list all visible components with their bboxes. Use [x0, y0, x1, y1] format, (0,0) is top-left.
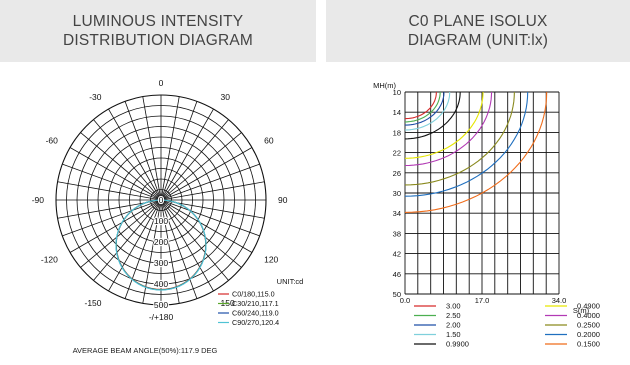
left-title-line-2: DISTRIBUTION DIAGRAM	[62, 32, 253, 49]
polar-angle-label: 30	[221, 92, 231, 102]
isolux-legend-label: 0.2500	[577, 321, 600, 330]
isolux-legend-label: 3.00	[446, 302, 461, 311]
isolux-legend-label: 0.9900	[446, 340, 469, 349]
isolux-x-axis-label: S(m)	[573, 306, 590, 315]
polar-spoke	[69, 147, 162, 201]
polar-radial-tick: 500	[154, 300, 168, 310]
isolux-y-tick: 14	[393, 108, 401, 117]
polar-angle-label: -120	[41, 255, 58, 265]
isolux-contour	[404, 91, 484, 159]
right-panel-header: C0 PLANE ISOLUX DIAGRAM (UNIT:lx)	[326, 0, 630, 62]
isolux-y-tick: 22	[393, 149, 401, 158]
isolux-y-tick: 42	[393, 250, 401, 259]
isolux-y-tick: 50	[393, 290, 401, 299]
polar-legend-label: C30/210,117.1	[232, 299, 279, 308]
isolux-y-tick: 18	[393, 128, 401, 137]
polar-radial-tick: 0	[159, 195, 164, 205]
isolux-contour	[404, 91, 451, 131]
luminous-intensity-polar-chart: -/+180-150 150-120 120-90 90-60 60-30 3000100…	[32, 78, 304, 355]
isolux-contour	[404, 91, 493, 167]
polar-angle-label: -60	[46, 136, 59, 146]
polar-spoke	[124, 101, 162, 201]
isolux-y-tick: 26	[393, 169, 401, 178]
polar-angle-label: -/+180	[149, 312, 174, 322]
polar-angle-label: 60	[264, 136, 274, 146]
isolux-y-tick: 38	[393, 229, 401, 238]
polar-spoke	[124, 199, 162, 299]
polar-radial-tick: 300	[154, 258, 168, 268]
polar-spoke	[108, 108, 162, 201]
left-title-line-1: LUMINOUS INTENSITY	[72, 13, 244, 30]
isolux-legend-label: 2.00	[446, 321, 461, 330]
polar-footnote: AVERAGE BEAM ANGLE(50%):117.9 DEG	[73, 346, 218, 355]
isolux-contour	[405, 91, 441, 123]
polar-spoke	[108, 199, 162, 292]
polar-spoke	[160, 96, 180, 201]
polar-spoke	[57, 181, 162, 201]
polar-spoke	[160, 199, 229, 281]
polar-angle-label: -150	[84, 298, 101, 308]
polar-legend-label: C90/270,120.4	[232, 318, 279, 327]
polar-spoke	[160, 132, 242, 201]
polar-spoke	[160, 163, 260, 201]
isolux-contour	[405, 91, 445, 126]
polar-radial-tick: 400	[154, 279, 168, 289]
isolux-contour	[404, 91, 548, 213]
isolux-legend-label: 0.1500	[577, 340, 600, 349]
polar-spoke	[160, 199, 260, 237]
isolux-x-tick: 0.0	[400, 296, 410, 305]
polar-spoke	[80, 199, 162, 268]
right-title-line-1: C0 PLANE ISOLUX	[408, 13, 548, 30]
isolux-legend-label: 0.4900	[577, 302, 600, 311]
polar-spoke	[160, 147, 253, 201]
polar-spoke	[160, 199, 214, 292]
polar-spoke	[62, 199, 162, 237]
polar-angle-label: -30	[89, 92, 102, 102]
polar-unit-label: UNIT:cd	[277, 277, 304, 286]
polar-spoke	[160, 119, 229, 201]
polar-spoke	[160, 199, 253, 253]
right-title-line-2: DIAGRAM (UNIT:lx)	[407, 32, 549, 49]
isolux-x-tick: 34.0	[552, 296, 567, 305]
isolux-y-tick: 46	[393, 270, 401, 279]
polar-spoke	[62, 163, 162, 201]
left-panel-header: LUMINOUS INTENSITY DISTRIBUTION DIAGRAM	[0, 0, 316, 62]
polar-spoke	[80, 132, 162, 201]
polar-spoke	[160, 101, 198, 201]
polar-spoke	[160, 108, 214, 201]
polar-radial-tick: 100	[154, 216, 168, 226]
polar-angle-label: 90	[278, 195, 288, 205]
polar-radial-tick: 200	[154, 237, 168, 247]
isolux-y-tick: 30	[393, 189, 401, 198]
polar-angle-label: 0	[159, 78, 164, 88]
isolux-legend-label: 1.50	[446, 330, 461, 339]
isolux-y-tick: 34	[393, 209, 401, 218]
isolux-chart: 10 14 18 22 26 30 34 38 42 46 50 MH(m) 0.0 17.0 34.0 S(…	[373, 81, 600, 349]
polar-spoke	[160, 199, 198, 299]
polar-legend-label: C60/240,119.0	[232, 309, 279, 318]
polar-spoke	[93, 199, 162, 281]
isolux-contour	[404, 91, 515, 186]
isolux-y-axis-label: MH(m)	[373, 81, 396, 90]
polar-spoke	[160, 199, 242, 268]
isolux-contour	[404, 91, 529, 197]
isolux-contour	[404, 91, 461, 140]
isolux-x-tick: 17.0	[475, 296, 490, 305]
isolux-y-tick: 10	[393, 88, 401, 97]
polar-spoke	[160, 181, 265, 201]
isolux-legend-label: 0.2000	[577, 330, 600, 339]
polar-angle-label: 120	[264, 255, 278, 265]
polar-series-curve	[115, 199, 207, 291]
isolux-legend-label: 0.4000	[577, 311, 600, 320]
polar-spoke	[142, 96, 162, 201]
polar-spoke	[93, 119, 162, 201]
polar-angle-label: -90	[32, 195, 45, 205]
isolux-legend-label: 2.50	[446, 311, 461, 320]
isolux-contour	[404, 91, 437, 120]
polar-spoke	[69, 199, 162, 253]
polar-legend-label: C0/180,115.0	[232, 290, 275, 299]
